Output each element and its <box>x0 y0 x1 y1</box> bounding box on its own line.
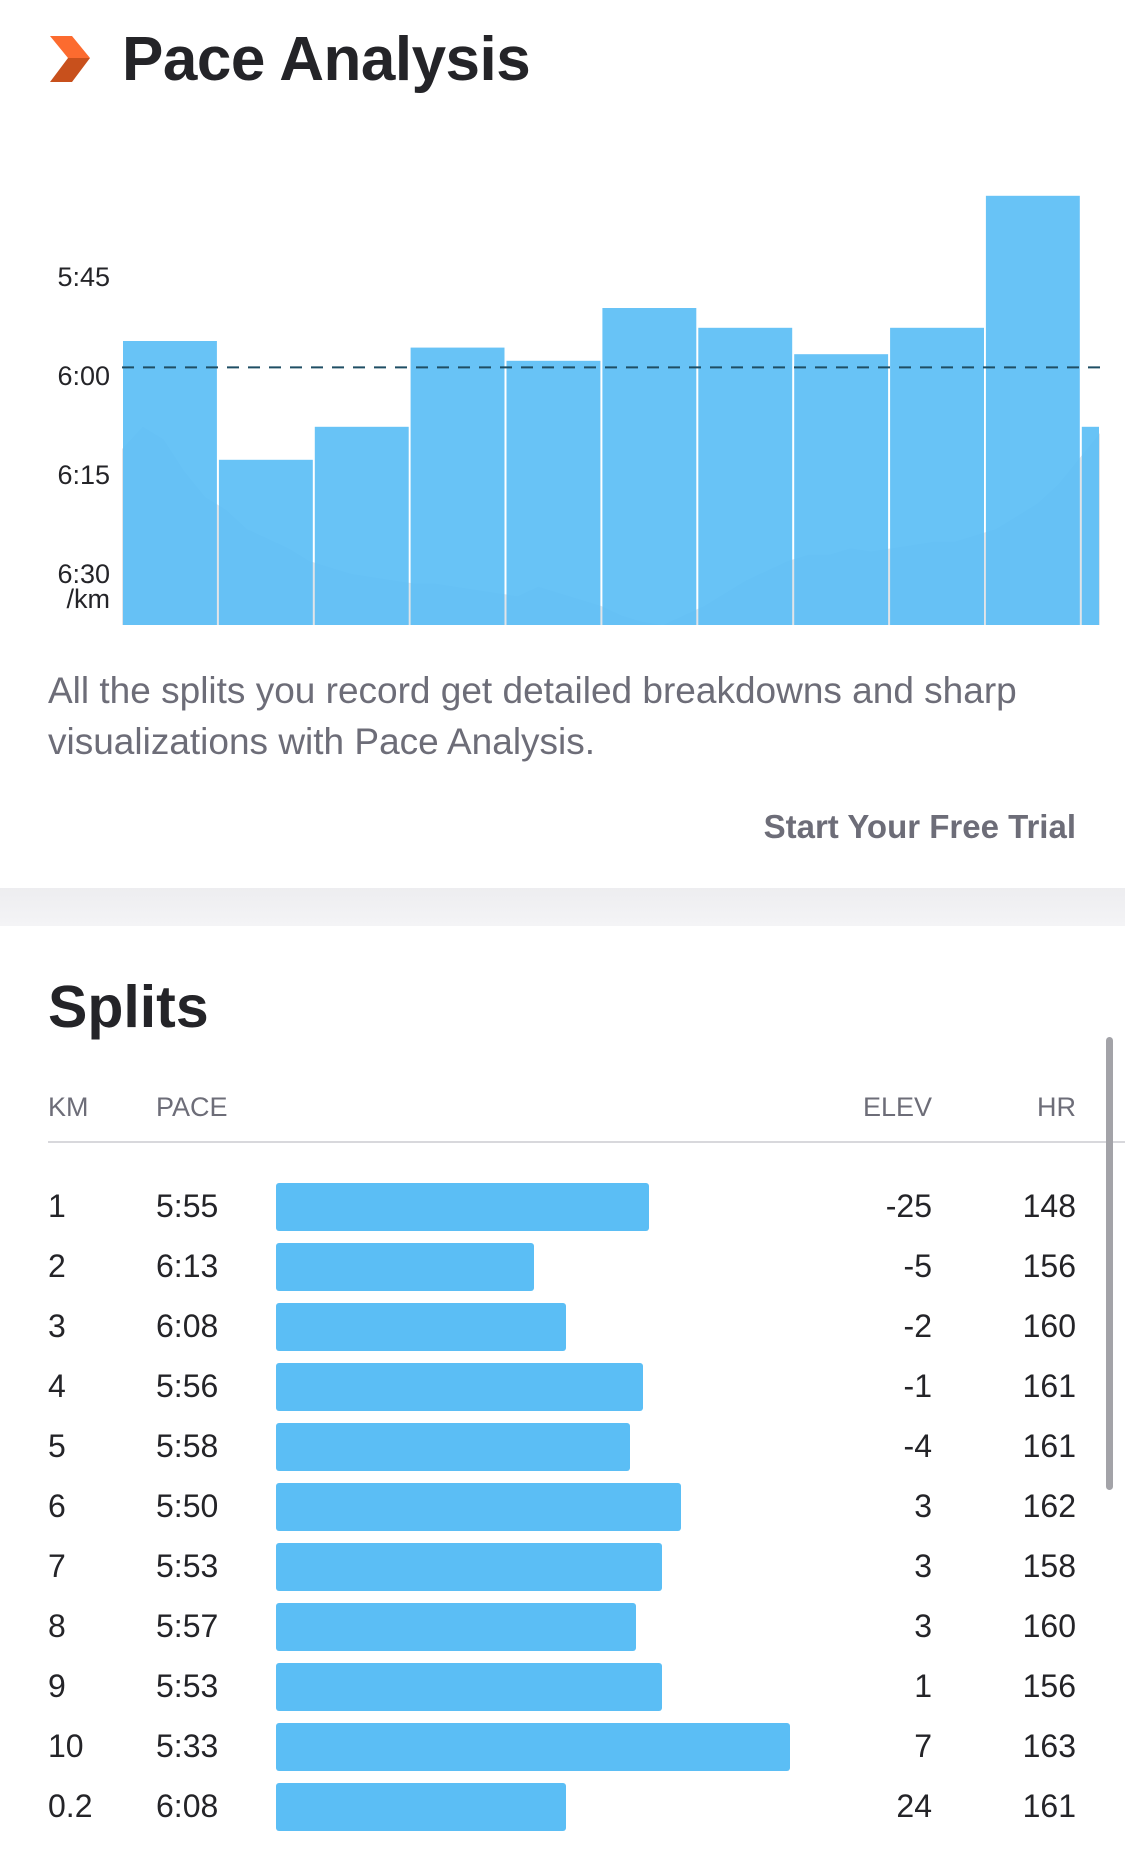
split-hr: 162 <box>1022 1488 1076 1524</box>
split-elev: -4 <box>903 1428 932 1464</box>
split-km: 4 <box>48 1368 66 1404</box>
pace-bar-6 <box>602 308 697 625</box>
split-hr: 160 <box>1022 1608 1076 1644</box>
split-km: 9 <box>48 1668 66 1704</box>
split-pace: 5:55 <box>156 1188 219 1224</box>
y-tick-label-1: 6:00 <box>57 361 110 391</box>
split-row: 8 5:57 3 160 <box>0 1596 1125 1656</box>
split-row: 9 5:53 1 156 <box>0 1656 1125 1716</box>
start-free-trial-link[interactable]: Start Your Free Trial <box>763 808 1076 845</box>
split-pace-bar <box>276 1423 630 1471</box>
split-elev: 1 <box>914 1668 932 1704</box>
pace-bar-9 <box>890 327 984 625</box>
split-row: 4 5:56 -1 161 <box>0 1356 1125 1416</box>
split-elev: 3 <box>914 1548 932 1584</box>
pace-bar-8 <box>794 354 889 625</box>
split-pace-bar <box>276 1603 636 1651</box>
split-pace: 5:50 <box>156 1488 219 1524</box>
split-pace-bar <box>276 1303 566 1351</box>
split-elev: -2 <box>903 1308 932 1344</box>
pace-bar-2 <box>218 459 313 625</box>
chevron-right-icon <box>50 36 90 82</box>
split-km: 10 <box>48 1728 84 1764</box>
split-km: 2 <box>48 1248 66 1284</box>
split-row: 6 5:50 3 162 <box>0 1476 1125 1536</box>
split-pace-bar <box>276 1543 662 1591</box>
split-pace-bar <box>276 1783 566 1831</box>
split-pace: 6:08 <box>156 1308 219 1344</box>
split-km: 1 <box>48 1188 66 1224</box>
split-row: 10 5:33 7 163 <box>0 1716 1125 1776</box>
split-hr: 160 <box>1022 1308 1076 1344</box>
split-km: 3 <box>48 1308 66 1344</box>
split-row: 0.2 6:08 24 161 <box>0 1776 1125 1836</box>
split-pace-bar <box>276 1243 534 1291</box>
split-elev: -1 <box>903 1368 932 1404</box>
split-elev: -5 <box>903 1248 932 1284</box>
split-pace-bar <box>276 1483 681 1531</box>
pace-chart-svg: 5:45 6:00 6:15 6:30/km <box>57 195 1100 626</box>
pace-bar-4 <box>410 347 505 625</box>
split-pace: 5:53 <box>156 1548 219 1584</box>
pace-bar-7 <box>698 327 793 625</box>
splits-title: Splits <box>48 974 209 1040</box>
column-header-pace: PACE <box>156 1092 228 1122</box>
pace-bar-3 <box>314 426 409 625</box>
y-unit-label: /km <box>67 584 111 614</box>
split-km: 8 <box>48 1608 66 1644</box>
split-elev: -25 <box>885 1188 932 1224</box>
y-tick-label-0: 5:45 <box>57 262 110 292</box>
header-divider <box>48 1141 1125 1143</box>
column-header-km: KM <box>48 1092 89 1122</box>
split-hr: 148 <box>1022 1188 1076 1224</box>
split-row: 2 6:13 -5 156 <box>0 1236 1125 1296</box>
pace-bar-0.2 <box>1081 426 1099 625</box>
pace-analysis-section: Pace Analysis 5:45 6:00 6:15 6:30/km All th… <box>0 0 1125 888</box>
split-pace: 6:13 <box>156 1248 219 1284</box>
split-row: 7 5:53 3 158 <box>0 1536 1125 1596</box>
split-elev: 24 <box>896 1788 932 1824</box>
split-pace-bar <box>276 1183 649 1231</box>
column-header-hr: HR <box>1037 1092 1076 1122</box>
scrollbar[interactable] <box>1106 1037 1113 1490</box>
split-pace: 6:08 <box>156 1788 219 1824</box>
split-hr: 158 <box>1022 1548 1076 1584</box>
split-elev: 7 <box>914 1728 932 1764</box>
split-hr: 156 <box>1022 1248 1076 1284</box>
splits-section: Splits KM PACE ELEV HR 1 5:55 -25 148 2 6:13-… <box>0 926 1125 1850</box>
split-elev: 3 <box>914 1488 932 1524</box>
split-hr: 156 <box>1022 1668 1076 1704</box>
split-pace: 5:57 <box>156 1608 219 1644</box>
split-pace: 5:53 <box>156 1668 219 1704</box>
split-pace-bar <box>276 1663 662 1711</box>
y-tick-label-3: 6:30 <box>57 559 110 589</box>
split-km: 6 <box>48 1488 66 1524</box>
section-divider <box>0 888 1125 926</box>
pace-analysis-title: Pace Analysis <box>122 25 531 94</box>
pace-bar-1 <box>123 341 217 625</box>
split-pace-bar <box>276 1723 790 1771</box>
split-km: 5 <box>48 1428 66 1464</box>
split-pace-bar <box>276 1363 643 1411</box>
split-hr: 161 <box>1022 1428 1076 1464</box>
split-hr: 161 <box>1022 1788 1076 1824</box>
column-header-elev: ELEV <box>862 1092 932 1122</box>
split-elev: 3 <box>914 1608 932 1644</box>
split-km: 7 <box>48 1548 66 1584</box>
y-tick-label-2: 6:15 <box>57 460 110 490</box>
split-hr: 163 <box>1022 1728 1076 1764</box>
pace-bar-10 <box>985 195 1080 626</box>
pace-chart[interactable]: 5:45 6:00 6:15 6:30/km <box>0 130 1125 630</box>
split-row: 5 5:58 -4 161 <box>0 1416 1125 1476</box>
split-pace: 5:58 <box>156 1428 219 1464</box>
pace-bar-5 <box>506 360 601 625</box>
split-row: 1 5:55 -25 148 <box>0 1176 1125 1236</box>
split-km: 0.2 <box>48 1788 93 1824</box>
split-hr: 161 <box>1022 1368 1076 1404</box>
split-pace: 5:33 <box>156 1728 219 1764</box>
split-pace: 5:56 <box>156 1368 219 1404</box>
split-row: 3 6:08 -2 160 <box>0 1296 1125 1356</box>
pace-analysis-description: All the splits you record get detailed b… <box>48 670 1017 762</box>
